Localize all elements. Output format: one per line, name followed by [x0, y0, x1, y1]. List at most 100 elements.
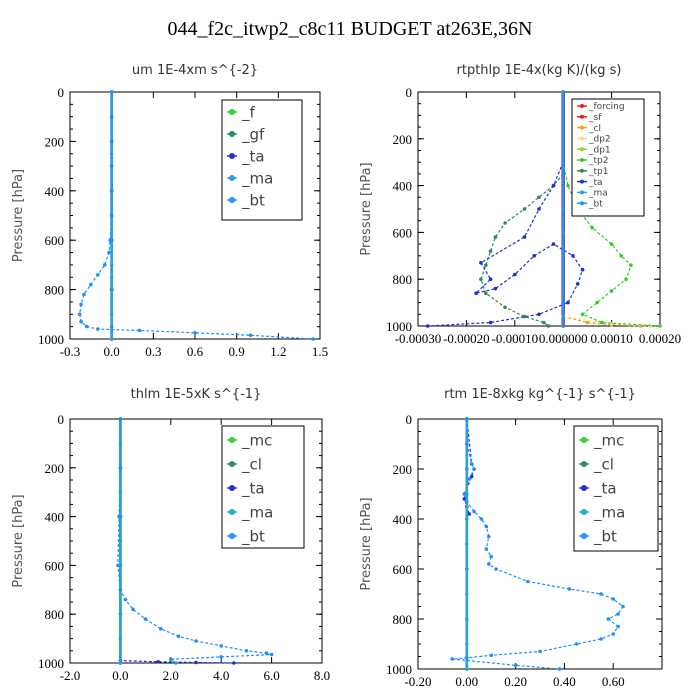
chart-panel-4: rtm 1E-8xkg kg^{-1} s^{-1} Pressure [hPa]…: [359, 387, 663, 689]
data-point: [616, 612, 620, 616]
legend-marker-dot: [229, 533, 235, 539]
data-point: [79, 319, 83, 324]
data-point: [580, 312, 585, 317]
x-tick-label: 2.0: [163, 668, 179, 683]
y-tick-label: 800: [45, 283, 65, 298]
x-tick-label: -0.00010: [492, 331, 539, 346]
data-point: [479, 277, 483, 282]
data-point: [109, 275, 114, 280]
y-tick-label: 600: [45, 233, 65, 248]
y-tick-label: 200: [45, 461, 65, 476]
y-tick-label: 600: [393, 225, 413, 240]
data-point: [467, 512, 472, 516]
legend-label: _ta: [593, 479, 617, 498]
data-point: [551, 242, 556, 246]
data-point: [484, 547, 489, 551]
data-point: [118, 417, 123, 421]
y-tick-label: 1000: [386, 662, 412, 677]
data-point: [465, 417, 469, 421]
legend-marker-dot: [580, 201, 584, 206]
data-point: [232, 661, 236, 665]
data-point: [561, 324, 565, 328]
data-point: [546, 324, 551, 328]
legend-label: _tp1: [588, 167, 608, 177]
y-tick-label: 400: [45, 510, 65, 525]
y-tick-label: 200: [45, 134, 65, 149]
y-tick-label: 0: [406, 412, 413, 427]
data-point: [82, 292, 86, 297]
data-point: [469, 474, 474, 479]
x-tick-label: 0.00010: [590, 331, 632, 346]
legend-label: _ma: [588, 189, 608, 199]
x-tick-label: 1.2: [270, 344, 286, 359]
data-point: [513, 663, 518, 668]
x-tick-label: -0.3: [60, 344, 81, 359]
legend-label: _ma: [241, 503, 273, 522]
legend-marker-dot: [229, 197, 235, 203]
legend-label: _bt: [593, 527, 617, 546]
x-tick-label: -0.00030: [395, 331, 442, 346]
data-point: [118, 588, 123, 592]
y-tick-label: 1000: [38, 332, 64, 347]
y-tick-label: 400: [393, 512, 413, 527]
legend-label: _dp2: [588, 135, 611, 145]
legend-label: _tp2: [588, 156, 608, 166]
data-point: [118, 612, 123, 616]
data-point: [537, 195, 541, 200]
legend-marker-dot: [581, 485, 587, 491]
legend-marker-dot: [580, 125, 584, 130]
data-point: [174, 661, 178, 665]
y-tick-label: 1000: [386, 319, 412, 334]
data-point: [465, 517, 469, 521]
data-point: [611, 632, 615, 636]
data-point: [472, 467, 476, 471]
panel-title: rtpthlp 1E-4x(kg K)/(kg s): [457, 63, 622, 78]
data-point: [425, 324, 430, 328]
x-tick-label: 0.000000: [539, 331, 588, 346]
panel-title: um 1E-4xm s^{-2}: [132, 63, 258, 78]
data-point: [522, 235, 527, 239]
x-tick-label: -2.0: [60, 668, 81, 683]
data-point: [619, 254, 624, 258]
data-point: [503, 305, 507, 310]
data-point: [117, 514, 121, 519]
data-point: [84, 324, 89, 329]
y-axis-label: Pressure [hPa]: [359, 497, 374, 590]
data-point: [109, 337, 114, 341]
data-point: [158, 627, 163, 631]
legend-marker-dot: [229, 109, 235, 115]
x-tick-label: 1.5: [312, 344, 328, 359]
data-point: [109, 139, 114, 144]
data-point: [465, 442, 469, 446]
legend-label: _ma: [593, 503, 625, 522]
data-point: [484, 291, 488, 296]
data-point: [522, 207, 527, 211]
y-tick-label: 400: [393, 179, 413, 194]
legend-marker-dot: [580, 190, 584, 195]
data-point: [109, 189, 114, 193]
data-point: [487, 562, 491, 566]
data-point: [108, 238, 113, 242]
data-point: [219, 644, 223, 648]
data-point: [102, 263, 107, 267]
data-point: [169, 657, 173, 662]
legend-marker-dot: [580, 136, 584, 141]
data-point: [599, 637, 603, 641]
legend-marker-dot: [581, 461, 587, 467]
legend-marker-dot: [229, 175, 235, 181]
legend-marker-dot: [229, 437, 235, 443]
x-tick-label: 0.0: [104, 344, 120, 359]
figure-title: 044_f2c_itwp2_c8c11 BUDGET at263E,36N: [167, 18, 533, 40]
x-tick-label: 0.3: [145, 344, 161, 359]
data-point: [248, 333, 253, 338]
data-point: [595, 300, 599, 305]
x-tick-label: 0.40: [553, 674, 576, 689]
series-line-ta: [427, 161, 584, 327]
legend-marker-dot: [581, 533, 587, 539]
legend-label: _ma: [241, 169, 273, 188]
data-point: [474, 291, 478, 296]
x-tick-label: 0.6: [187, 344, 204, 359]
data-point: [131, 607, 135, 612]
legend-marker-dot: [229, 485, 235, 491]
